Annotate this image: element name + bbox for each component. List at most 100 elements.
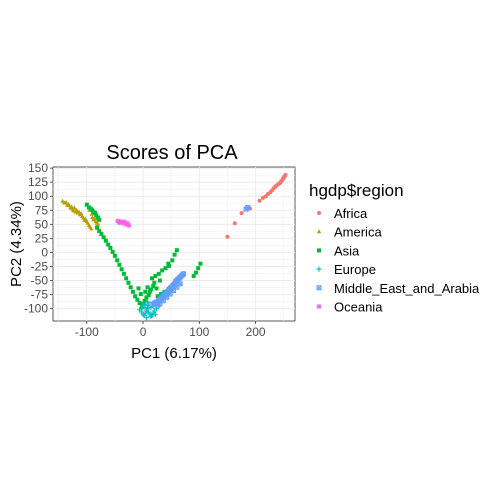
data-point-oceania (126, 222, 132, 229)
data-point-asia (106, 242, 111, 247)
y-tick-label: 0 (41, 245, 48, 259)
data-point-africa (225, 234, 230, 239)
data-point-asia (124, 276, 129, 281)
data-point-asia (151, 284, 156, 289)
data-point-asia (94, 225, 99, 230)
data-point-asia (117, 262, 122, 267)
data-point-asia (112, 253, 117, 258)
data-point-asia (108, 245, 113, 250)
data-point-asia (121, 271, 126, 276)
legend-label-oceania: Oceania (334, 300, 383, 315)
legend-label-europe: Europe (334, 262, 376, 277)
data-point-asia (103, 238, 108, 243)
data-point-asia (128, 285, 133, 290)
legend-title: hgdp$region (309, 181, 404, 200)
x-tick-label: 0 (140, 325, 147, 339)
data-point-asia (153, 274, 158, 279)
legend-key-oceania (316, 303, 322, 310)
data-point-asia (136, 286, 141, 291)
data-point-america (89, 226, 94, 231)
data-point-asia (174, 248, 179, 253)
data-point-asia (170, 258, 175, 263)
y-tick-label: 75 (35, 203, 49, 217)
data-point-asia (191, 274, 196, 279)
data-point-europe (152, 311, 159, 317)
data-point-asia (135, 297, 140, 302)
legend-key-asia (317, 248, 321, 253)
data-point-africa (283, 172, 288, 177)
data-point-asia (146, 293, 151, 298)
data-point-america (72, 205, 77, 210)
y-tick-label: -75 (31, 288, 49, 302)
data-point-asia (94, 213, 99, 218)
data-point-asia (84, 202, 89, 207)
data-point-asia (145, 285, 150, 290)
data-point-asia (150, 276, 155, 281)
data-point-asia (157, 278, 162, 283)
data-point-asia (101, 235, 106, 240)
data-point-middle-east-and-arabia (177, 281, 183, 287)
legend-label-america: America (334, 225, 382, 240)
data-point-europe (139, 306, 145, 312)
data-point-asia (137, 301, 142, 306)
data-point-africa (257, 198, 262, 203)
data-point-asia (147, 289, 152, 294)
data-point-asia (99, 231, 104, 236)
data-point-middle-east-and-arabia (181, 271, 187, 277)
data-point-asia (97, 217, 102, 222)
data-point-africa (232, 221, 237, 226)
legend-label-africa: Africa (334, 206, 368, 221)
data-point-europe (144, 299, 151, 305)
data-point-europe (144, 306, 151, 312)
data-point-asia (97, 229, 102, 234)
data-point-asia (115, 258, 120, 263)
data-point-asia (96, 215, 101, 220)
data-point-asia (143, 289, 148, 294)
data-point-asia (163, 266, 168, 271)
x-axis-label: PC1 (6.17%) (131, 345, 217, 362)
data-point-asia (166, 263, 171, 268)
data-point-asia (142, 298, 147, 303)
data-point-europe (143, 315, 150, 321)
y-tick-label: 150 (28, 161, 48, 175)
plot-panel (52, 166, 296, 322)
y-tick-label: 50 (35, 217, 49, 231)
data-point-asia (172, 252, 177, 257)
data-point-asia (152, 280, 157, 285)
data-point-asia (130, 289, 135, 294)
data-point-asia (198, 261, 203, 266)
data-point-asia (154, 286, 159, 291)
chart-title: Scores of PCA (106, 142, 238, 164)
data-point-asia (193, 270, 198, 275)
x-tick-label: 100 (189, 325, 209, 339)
legend-key-africa (317, 211, 321, 215)
data-point-asia (196, 266, 201, 271)
data-point-asia (156, 271, 161, 276)
data-point-asia (119, 267, 124, 272)
data-point-europe (148, 313, 154, 320)
y-tick-label: 100 (28, 189, 48, 203)
legend-key-europe (316, 266, 322, 272)
y-tick-label: 25 (35, 231, 49, 245)
data-points (60, 172, 288, 321)
data-point-asia (155, 294, 160, 299)
x-tick-label: 200 (246, 325, 266, 339)
data-point-asia (110, 249, 115, 254)
data-point-asia (148, 287, 153, 292)
data-point-asia (126, 280, 131, 285)
legend-key-america (316, 229, 322, 234)
y-tick-label: -100 (24, 302, 48, 316)
y-tick-label: 125 (28, 175, 48, 189)
y-axis-label: PC2 (4.34%) (8, 201, 25, 287)
data-point-asia (93, 211, 98, 216)
data-point-africa (239, 211, 244, 216)
x-axis-ticks: -100 0 100 200 (75, 321, 266, 339)
legend: Africa America Asia Europe Middle_East_and_A… (316, 206, 480, 315)
x-tick-label: -100 (75, 325, 99, 339)
data-point-america (71, 208, 76, 213)
data-point-asia (144, 295, 149, 300)
legend-key-middle-east-and-arabia (316, 285, 322, 291)
data-point-asia (160, 268, 165, 273)
